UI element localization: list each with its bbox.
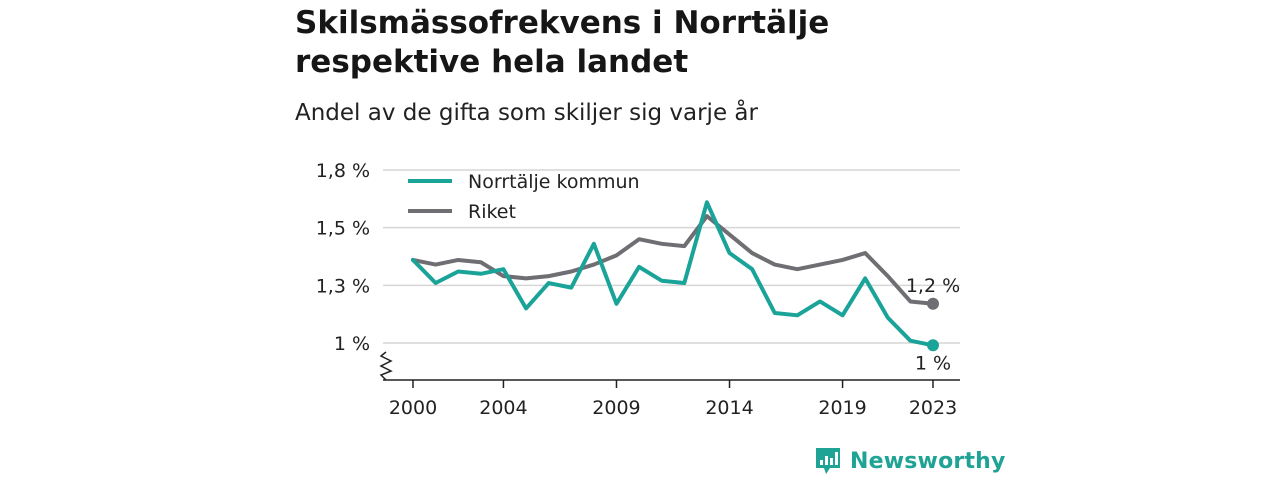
axis-break-icon <box>379 351 393 381</box>
legend-label: Norrtälje kommun <box>468 171 640 193</box>
series-end-label: 1,2 % <box>906 275 960 297</box>
y-tick-label: 1 % <box>334 333 370 355</box>
newsworthy-logo-icon <box>816 448 840 474</box>
y-tick-label: 1,3 % <box>316 275 370 297</box>
series-line <box>411 200 935 348</box>
y-tick-label: 1,8 % <box>316 160 370 182</box>
x-tick-label: 2004 <box>479 397 527 419</box>
series-end-point <box>927 297 939 310</box>
series-end-point <box>927 339 939 352</box>
x-tick-label: 2000 <box>389 397 437 419</box>
y-tick-label: 1,5 % <box>316 218 370 240</box>
series-line <box>411 214 935 306</box>
series-end-label: 1 % <box>915 352 951 374</box>
x-tick-label: 2019 <box>818 397 866 419</box>
chart-title-line-1: Skilsmässofrekvens i Norrtälje <box>295 5 830 41</box>
legend-label: Riket <box>468 201 516 223</box>
brand-logo: Newsworthy <box>814 446 1006 476</box>
x-tick-label: 2009 <box>592 397 640 419</box>
chart-title: Skilsmässofrekvens i Norrtälje respektiv… <box>295 4 935 82</box>
x-tick-label: 2023 <box>909 397 957 419</box>
x-tick-label: 2014 <box>705 397 753 419</box>
chart-title-line-2: respektive hela landet <box>295 44 689 80</box>
chart-subtitle: Andel av de gifta som skiljer sig varje … <box>295 100 758 126</box>
brand-name: Newsworthy <box>850 448 1006 474</box>
